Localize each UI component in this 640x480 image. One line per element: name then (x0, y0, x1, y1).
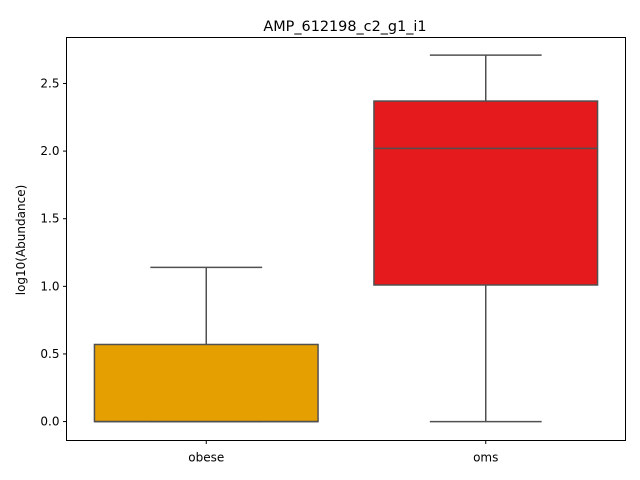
y-axis-label: log10(Abundance) (14, 185, 28, 296)
plot-area (93, 54, 599, 423)
y-tick-label: 2.5 (40, 76, 59, 90)
chart-title: AMP_612198_c2_g1_i1 (263, 19, 426, 35)
y-tick-label: 0.0 (40, 415, 59, 429)
y-tick-label: 2.0 (40, 144, 59, 158)
axes-frame (66, 37, 626, 441)
y-tick-label: 1.5 (40, 212, 59, 226)
y-tick-label: 0.5 (40, 347, 59, 361)
y-tick-label: 1.0 (40, 279, 59, 293)
x-tick-label: oms (473, 451, 498, 465)
box-oms (373, 100, 599, 286)
x-tick-label: obese (188, 451, 224, 465)
box-obese (93, 343, 319, 423)
